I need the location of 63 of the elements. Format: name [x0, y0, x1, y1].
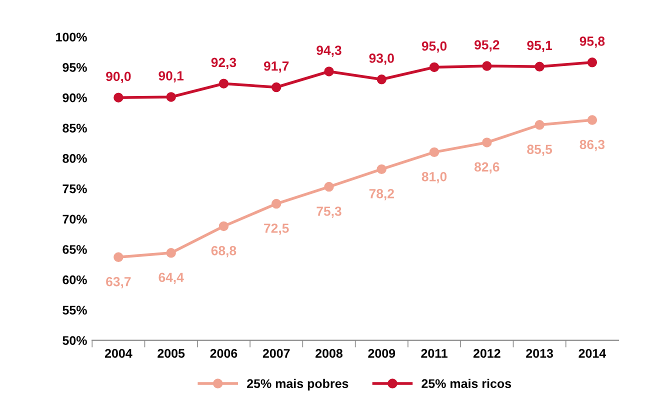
data-label: 93,0 [369, 54, 394, 65]
x-tick-label: 2011 [421, 348, 448, 358]
point [166, 248, 176, 258]
data-label: 94,3 [316, 46, 342, 57]
data-label: 68,8 [211, 246, 236, 258]
point [114, 252, 124, 262]
point [429, 62, 440, 72]
point [429, 147, 440, 158]
data-label: 85,5 [527, 144, 552, 156]
data-label: 95,0 [422, 41, 447, 53]
x-tick-label: 2005 [158, 348, 185, 358]
x-tick-label: 2006 [210, 348, 238, 358]
point [482, 61, 492, 71]
point [114, 92, 124, 102]
y-tick-label: 75% [62, 184, 87, 194]
point [166, 92, 176, 102]
data-label: 78,2 [369, 188, 394, 200]
point [376, 74, 386, 84]
y-tick-label: 70% [62, 214, 87, 224]
point [376, 164, 386, 174]
data-label: 95,1 [527, 40, 552, 52]
point [534, 120, 544, 130]
data-label: 90,1 [158, 71, 184, 82]
y-tick-label: 85% [62, 124, 87, 133]
x-tick-label: 2004 [104, 348, 132, 358]
point [272, 82, 282, 92]
point [272, 198, 282, 209]
legend-label: 25% mais ricos [422, 378, 512, 388]
data-label: 92,3 [211, 58, 236, 70]
data-label: 81,0 [422, 172, 447, 184]
y-tick-label: 60% [62, 275, 87, 284]
y-tick-label: 95% [62, 63, 87, 72]
point [534, 62, 544, 72]
point [324, 66, 334, 76]
y-tick-label: 100% [56, 32, 87, 42]
point [218, 78, 229, 88]
point [324, 182, 334, 192]
data-label: 72,5 [264, 224, 289, 235]
y-tick-label: 80% [62, 154, 87, 163]
data-label: 64,4 [158, 272, 184, 284]
data-label: 86,3 [580, 140, 605, 152]
data-label: 75,3 [316, 206, 342, 218]
point [587, 58, 598, 68]
y-tick-label: 55% [62, 306, 87, 315]
point [587, 115, 598, 125]
x-tick-label: 2013 [526, 348, 554, 358]
data-label: 90,0 [106, 72, 131, 83]
x-tick-label: 2012 [473, 348, 500, 358]
x-tick-label: 2009 [368, 348, 396, 358]
y-tick-label: 65% [62, 245, 87, 254]
point [482, 138, 492, 148]
data-label: 63,7 [106, 276, 131, 288]
data-label: 91,7 [264, 61, 289, 73]
x-tick-label: 2008 [316, 348, 343, 358]
y-tick-label: 90% [62, 93, 87, 102]
y-tick-label: 50% [62, 336, 87, 345]
x-tick-label: 2007 [262, 348, 290, 358]
legend-label: 25% mais pobres [247, 378, 348, 391]
x-tick-label: 2014 [578, 348, 606, 358]
point [218, 221, 229, 232]
data-label: 82,6 [474, 162, 500, 174]
data-label: 95,8 [580, 36, 605, 48]
data-label: 95,2 [474, 40, 500, 52]
